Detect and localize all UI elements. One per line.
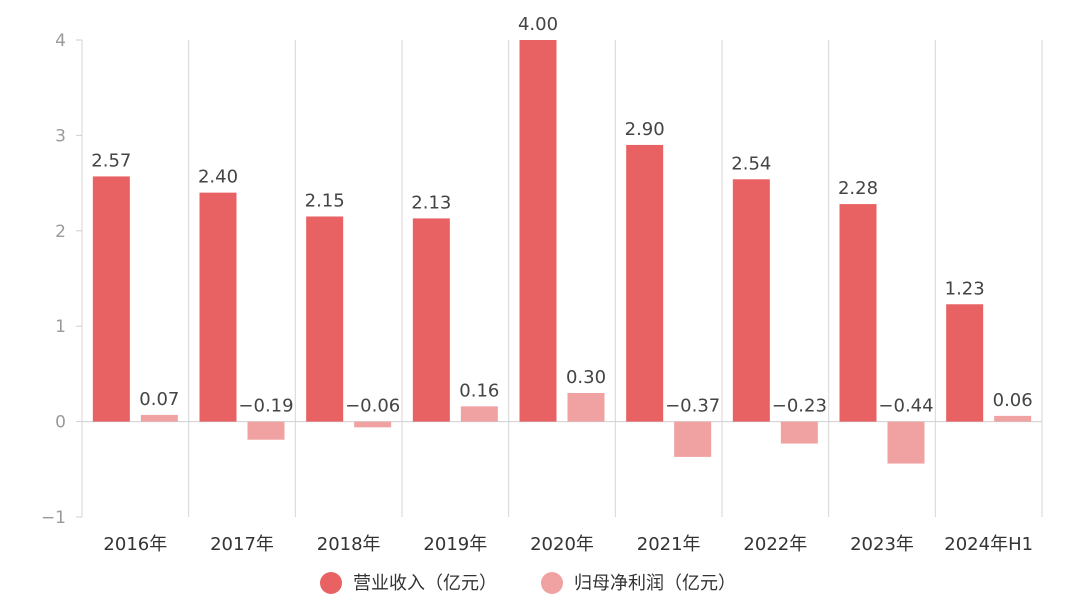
grid-layer (81, 40, 1043, 517)
axis-layer: −1 0 1 2 3 4 2016年 2017年 2018年 2019年 2020年 2021年 202… (41, 31, 1042, 555)
net-profit-data-label: 0.07 (139, 389, 179, 410)
label-layer: 2.57 2.40 2.15 2.13 4.00 2.90 2.54 2.28 1.23 0.07… (91, 14, 1032, 417)
net-profit-data-label: −0.19 (238, 396, 293, 417)
net-profit-data-label: −0.23 (772, 396, 827, 417)
x-category-label: 2024年H1 (944, 534, 1033, 555)
y-tick-label: 2 (55, 222, 66, 242)
net-profit-bar (247, 421, 285, 440)
x-category-label: 2022年 (743, 534, 807, 555)
revenue-data-label: 2.13 (411, 192, 451, 213)
revenue-data-label: 2.28 (838, 178, 878, 199)
y-tick-label: 1 (55, 317, 66, 337)
net-profit-bar (994, 415, 1032, 422)
net-profit-bar (674, 421, 712, 457)
revenue-bar (946, 304, 984, 422)
net-profit-bar (460, 406, 498, 422)
net-profit-data-label: −0.37 (665, 396, 720, 417)
revenue-data-label: 2.54 (731, 153, 771, 174)
bar-layer (92, 40, 1032, 464)
revenue-data-label: 2.40 (198, 167, 238, 188)
x-category-label: 2021年 (637, 534, 701, 555)
legend: 营业收入（亿元） 归母净利润（亿元） (320, 572, 736, 594)
revenue-bar (306, 216, 344, 422)
legend-marker (320, 572, 342, 594)
net-profit-bar (780, 421, 818, 444)
revenue-data-label: 2.15 (305, 190, 345, 211)
y-tick-label: −1 (41, 508, 66, 528)
revenue-bar (839, 204, 877, 422)
x-category-label: 2017年 (210, 534, 274, 555)
y-tick-label: 4 (55, 31, 66, 51)
x-category-label: 2023年 (850, 534, 914, 555)
x-category-label: 2020年 (530, 534, 594, 555)
net-profit-data-label: −0.06 (345, 396, 400, 417)
revenue-data-label: 4.00 (518, 14, 558, 35)
legend-label: 归母净利润（亿元） (574, 573, 736, 594)
net-profit-data-label: 0.06 (993, 390, 1033, 411)
net-profit-bar (354, 421, 392, 428)
net-profit-bar (567, 392, 605, 422)
net-profit-data-label: 0.30 (566, 367, 606, 388)
revenue-bar (626, 144, 664, 422)
revenue-bar (519, 40, 557, 422)
revenue-data-label: 2.57 (91, 150, 131, 171)
y-tick-label: 3 (55, 126, 66, 146)
x-category-label: 2019年 (423, 534, 487, 555)
net-profit-data-label: 0.16 (459, 380, 499, 401)
y-tick-label: 0 (55, 413, 66, 433)
x-category-label: 2018年 (317, 534, 381, 555)
revenue-data-label: 2.90 (625, 119, 665, 140)
revenue-bar (412, 218, 450, 422)
net-profit-data-label: −0.44 (878, 396, 933, 417)
revenue-bar (199, 192, 237, 422)
x-category-label: 2016年 (103, 534, 167, 555)
net-profit-bar (140, 414, 178, 422)
revenue-bar (92, 176, 130, 422)
legend-marker (541, 572, 563, 594)
revenue-bar (732, 179, 770, 422)
legend-label: 营业收入（亿元） (353, 573, 497, 594)
net-profit-bar (887, 421, 925, 464)
revenue-data-label: 1.23 (945, 278, 985, 299)
